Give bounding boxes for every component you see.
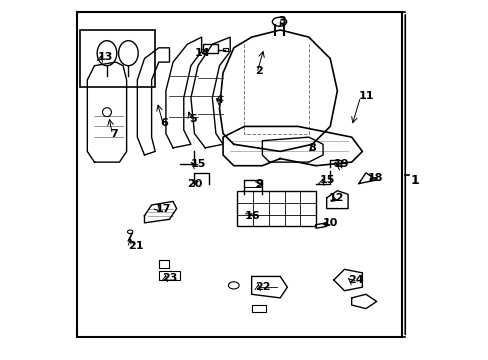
Bar (159, 260, 169, 267)
Text: 10: 10 (323, 218, 338, 228)
Text: 15: 15 (319, 175, 334, 185)
Text: 20: 20 (187, 179, 203, 189)
Text: 4: 4 (216, 95, 224, 105)
Text: 23: 23 (162, 273, 177, 283)
Text: 21: 21 (128, 241, 143, 251)
Text: 9: 9 (255, 179, 263, 189)
Text: 14: 14 (194, 48, 210, 58)
Text: 24: 24 (347, 275, 363, 285)
Bar (237, 191, 315, 226)
Text: 3: 3 (278, 16, 285, 26)
Text: 7: 7 (110, 129, 118, 139)
Text: 1: 1 (410, 174, 419, 186)
Text: 16: 16 (244, 211, 260, 221)
Text: 5: 5 (189, 114, 196, 124)
Text: 11: 11 (358, 91, 373, 101)
Text: 12: 12 (328, 193, 343, 203)
Text: 17: 17 (155, 203, 170, 213)
Text: 18: 18 (367, 173, 383, 183)
Ellipse shape (272, 17, 286, 26)
Text: 8: 8 (308, 143, 316, 153)
Text: 6: 6 (160, 118, 168, 128)
Text: 15: 15 (190, 159, 206, 169)
Text: 19: 19 (333, 159, 349, 169)
Bar (159, 271, 180, 280)
Bar (203, 44, 217, 53)
Text: 22: 22 (255, 282, 270, 292)
Text: 13: 13 (98, 52, 113, 62)
Bar (251, 305, 265, 312)
Bar (223, 48, 228, 51)
Text: 2: 2 (255, 66, 263, 76)
